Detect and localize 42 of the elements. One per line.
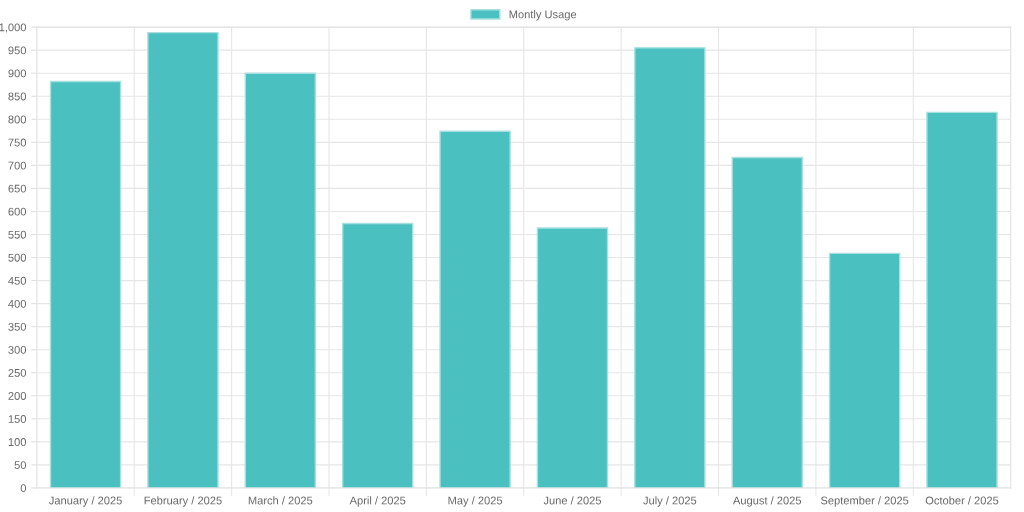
y-tick-label: 850 bbox=[8, 92, 27, 101]
y-tick-label: 750 bbox=[8, 138, 27, 147]
y-tick-label: 200 bbox=[8, 392, 27, 400]
x-tick-label: May / 2025 bbox=[448, 496, 503, 507]
y-tick-label: 550 bbox=[8, 230, 27, 239]
y-tick-label: 350 bbox=[8, 322, 27, 331]
x-tick-label: February / 2025 bbox=[144, 496, 222, 507]
x-tick-label: March / 2025 bbox=[248, 496, 313, 505]
y-tick-label: 950 bbox=[8, 46, 27, 55]
bar bbox=[731, 156, 803, 488]
bar bbox=[439, 130, 511, 488]
x-tick-label: October / 2025 bbox=[925, 496, 999, 505]
x-tick-label: September / 2025 bbox=[820, 496, 909, 507]
x-tick-label: July / 2025 bbox=[643, 496, 697, 507]
y-tick-label: 450 bbox=[8, 276, 27, 285]
y-tick-label: 650 bbox=[8, 184, 27, 193]
bar bbox=[244, 72, 317, 488]
bar bbox=[536, 227, 609, 488]
bar bbox=[147, 31, 219, 488]
y-tick-label: 700 bbox=[8, 161, 27, 170]
y-tick-label: 400 bbox=[8, 299, 27, 308]
y-tick-label: 600 bbox=[8, 207, 27, 216]
bar bbox=[341, 222, 414, 488]
y-tick-label: 800 bbox=[8, 115, 27, 124]
bar bbox=[926, 111, 998, 488]
bar bbox=[49, 80, 122, 488]
legend-label: Montly Usage bbox=[509, 10, 577, 21]
y-tick-label: 500 bbox=[8, 253, 27, 262]
y-tick-label: 50 bbox=[14, 461, 27, 470]
y-tick-label: 100 bbox=[8, 438, 27, 446]
y-tick-label: 250 bbox=[8, 369, 27, 377]
y-tick-label: 900 bbox=[8, 69, 27, 78]
y-tick-label: 300 bbox=[8, 345, 27, 354]
x-tick-label: April / 2025 bbox=[349, 496, 406, 507]
bar bbox=[828, 252, 901, 488]
y-tick-label: 0 bbox=[20, 484, 27, 493]
x-tick-label: June / 2025 bbox=[543, 496, 602, 505]
x-tick-label: August / 2025 bbox=[732, 496, 802, 507]
y-tick-label: 1,000 bbox=[0, 23, 27, 33]
bar bbox=[634, 47, 706, 488]
x-tick-label: January / 2025 bbox=[48, 496, 122, 507]
y-tick-label: 150 bbox=[8, 415, 27, 423]
